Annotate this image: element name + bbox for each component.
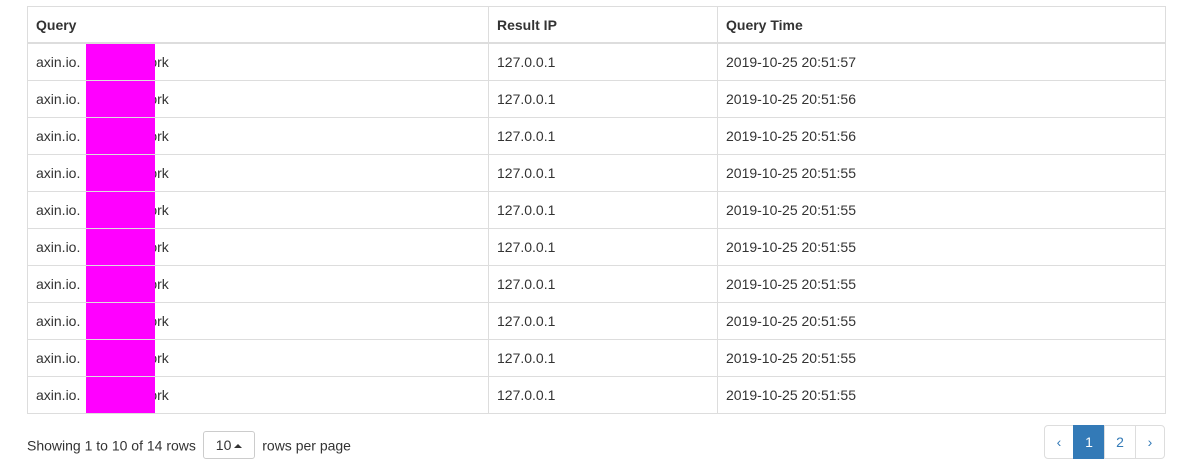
table-footer: Showing 1 to 10 of 14 rows 10 rows per p… [27, 425, 1165, 459]
query-prefix: axin.io. [36, 350, 81, 366]
query-time-cell: 2019-10-25 20:51:55 [717, 191, 1166, 229]
page-size-dropdown[interactable]: 10 [202, 431, 256, 459]
table-row: axin.io. ork 127.0.0.1 2019-10-25 20:51:55 [27, 154, 1166, 192]
redaction-box [86, 192, 155, 228]
column-header-query[interactable]: Query [27, 6, 489, 44]
table-body: axin.io. ork 127.0.0.1 2019-10-25 20:51:57 a… [27, 42, 1166, 414]
redaction-box [86, 303, 155, 339]
query-cell: axin.io. ork [27, 302, 489, 340]
result-ip-cell: 127.0.0.1 [488, 265, 718, 303]
query-cell: axin.io. ork [27, 228, 489, 266]
pagination-next-button[interactable]: › [1135, 425, 1165, 459]
query-time-cell: 2019-10-25 20:51:55 [717, 339, 1166, 377]
chevron-right-icon: › [1147, 434, 1153, 450]
redaction-box [86, 155, 155, 191]
table-row: axin.io. ork 127.0.0.1 2019-10-25 20:51:57 [27, 42, 1166, 81]
caret-up-icon [234, 444, 243, 449]
results-table-container: Query Result IP Query Time axin.io. ork 12… [27, 6, 1166, 414]
pagination-page-1[interactable]: 1 [1073, 425, 1105, 459]
rows-per-page-text: rows per page [262, 437, 351, 454]
redaction-box [86, 266, 155, 302]
table-row: axin.io. ork 127.0.0.1 2019-10-25 20:51:55 [27, 191, 1166, 229]
result-ip-cell: 127.0.0.1 [488, 117, 718, 155]
column-header-query-time[interactable]: Query Time [717, 6, 1166, 44]
query-time-cell: 2019-10-25 20:51:56 [717, 117, 1166, 155]
dns-query-table: Query Result IP Query Time axin.io. ork 12… [27, 6, 1166, 414]
query-prefix: axin.io. [36, 128, 81, 144]
result-ip-cell: 127.0.0.1 [488, 339, 718, 377]
query-cell: axin.io. ork [27, 154, 489, 192]
query-cell: axin.io. ork [27, 191, 489, 229]
redaction-box [86, 377, 155, 413]
query-cell: axin.io. ork [27, 42, 489, 81]
pagination: ‹ 1 2 › [1044, 425, 1165, 459]
query-prefix: axin.io. [36, 54, 81, 70]
query-prefix: axin.io. [36, 165, 81, 181]
query-cell: axin.io. ork [27, 80, 489, 118]
pagination-info: Showing 1 to 10 of 14 rows 10 rows per p… [27, 431, 351, 461]
redaction-box [86, 340, 155, 376]
query-prefix: axin.io. [36, 239, 81, 255]
query-time-cell: 2019-10-25 20:51:55 [717, 154, 1166, 192]
table-row: axin.io. ork 127.0.0.1 2019-10-25 20:51:56 [27, 80, 1166, 118]
result-ip-cell: 127.0.0.1 [488, 376, 718, 414]
query-cell: axin.io. ork [27, 339, 489, 377]
table-row: axin.io. ork 127.0.0.1 2019-10-25 20:51:55 [27, 228, 1166, 266]
query-time-cell: 2019-10-25 20:51:55 [717, 265, 1166, 303]
query-time-cell: 2019-10-25 20:51:55 [717, 302, 1166, 340]
pagination-prev-button[interactable]: ‹ [1044, 425, 1074, 459]
result-ip-cell: 127.0.0.1 [488, 191, 718, 229]
query-time-cell: 2019-10-25 20:51:57 [717, 42, 1166, 81]
result-ip-cell: 127.0.0.1 [488, 154, 718, 192]
showing-rows-text: Showing 1 to 10 of 14 rows [27, 437, 196, 454]
query-time-cell: 2019-10-25 20:51:55 [717, 228, 1166, 266]
redaction-box [86, 118, 155, 154]
query-time-cell: 2019-10-25 20:51:55 [717, 376, 1166, 414]
table-row: axin.io. ork 127.0.0.1 2019-10-25 20:51:55 [27, 265, 1166, 303]
page-size-value: 10 [215, 437, 232, 453]
redaction-box [86, 44, 155, 80]
pagination-page-2[interactable]: 2 [1104, 425, 1136, 459]
query-prefix: axin.io. [36, 202, 81, 218]
query-time-cell: 2019-10-25 20:51:56 [717, 80, 1166, 118]
query-cell: axin.io. ork [27, 117, 489, 155]
query-prefix: axin.io. [36, 276, 81, 292]
chevron-left-icon: ‹ [1056, 434, 1062, 450]
query-prefix: axin.io. [36, 91, 81, 107]
query-cell: axin.io. ork [27, 265, 489, 303]
table-row: axin.io. ork 127.0.0.1 2019-10-25 20:51:56 [27, 117, 1166, 155]
query-prefix: axin.io. [36, 313, 81, 329]
result-ip-cell: 127.0.0.1 [488, 42, 718, 81]
table-row: axin.io. ork 127.0.0.1 2019-10-25 20:51:55 [27, 339, 1166, 377]
query-cell: axin.io. ork [27, 376, 489, 414]
result-ip-cell: 127.0.0.1 [488, 80, 718, 118]
query-prefix: axin.io. [36, 387, 81, 403]
redaction-box [86, 81, 155, 117]
table-row: axin.io. ork 127.0.0.1 2019-10-25 20:51:55 [27, 302, 1166, 340]
result-ip-cell: 127.0.0.1 [488, 228, 718, 266]
table-header-row: Query Result IP Query Time [27, 6, 1166, 44]
column-header-result-ip[interactable]: Result IP [488, 6, 718, 44]
result-ip-cell: 127.0.0.1 [488, 302, 718, 340]
redaction-box [86, 229, 155, 265]
table-row: axin.io. ork 127.0.0.1 2019-10-25 20:51:55 [27, 376, 1166, 414]
